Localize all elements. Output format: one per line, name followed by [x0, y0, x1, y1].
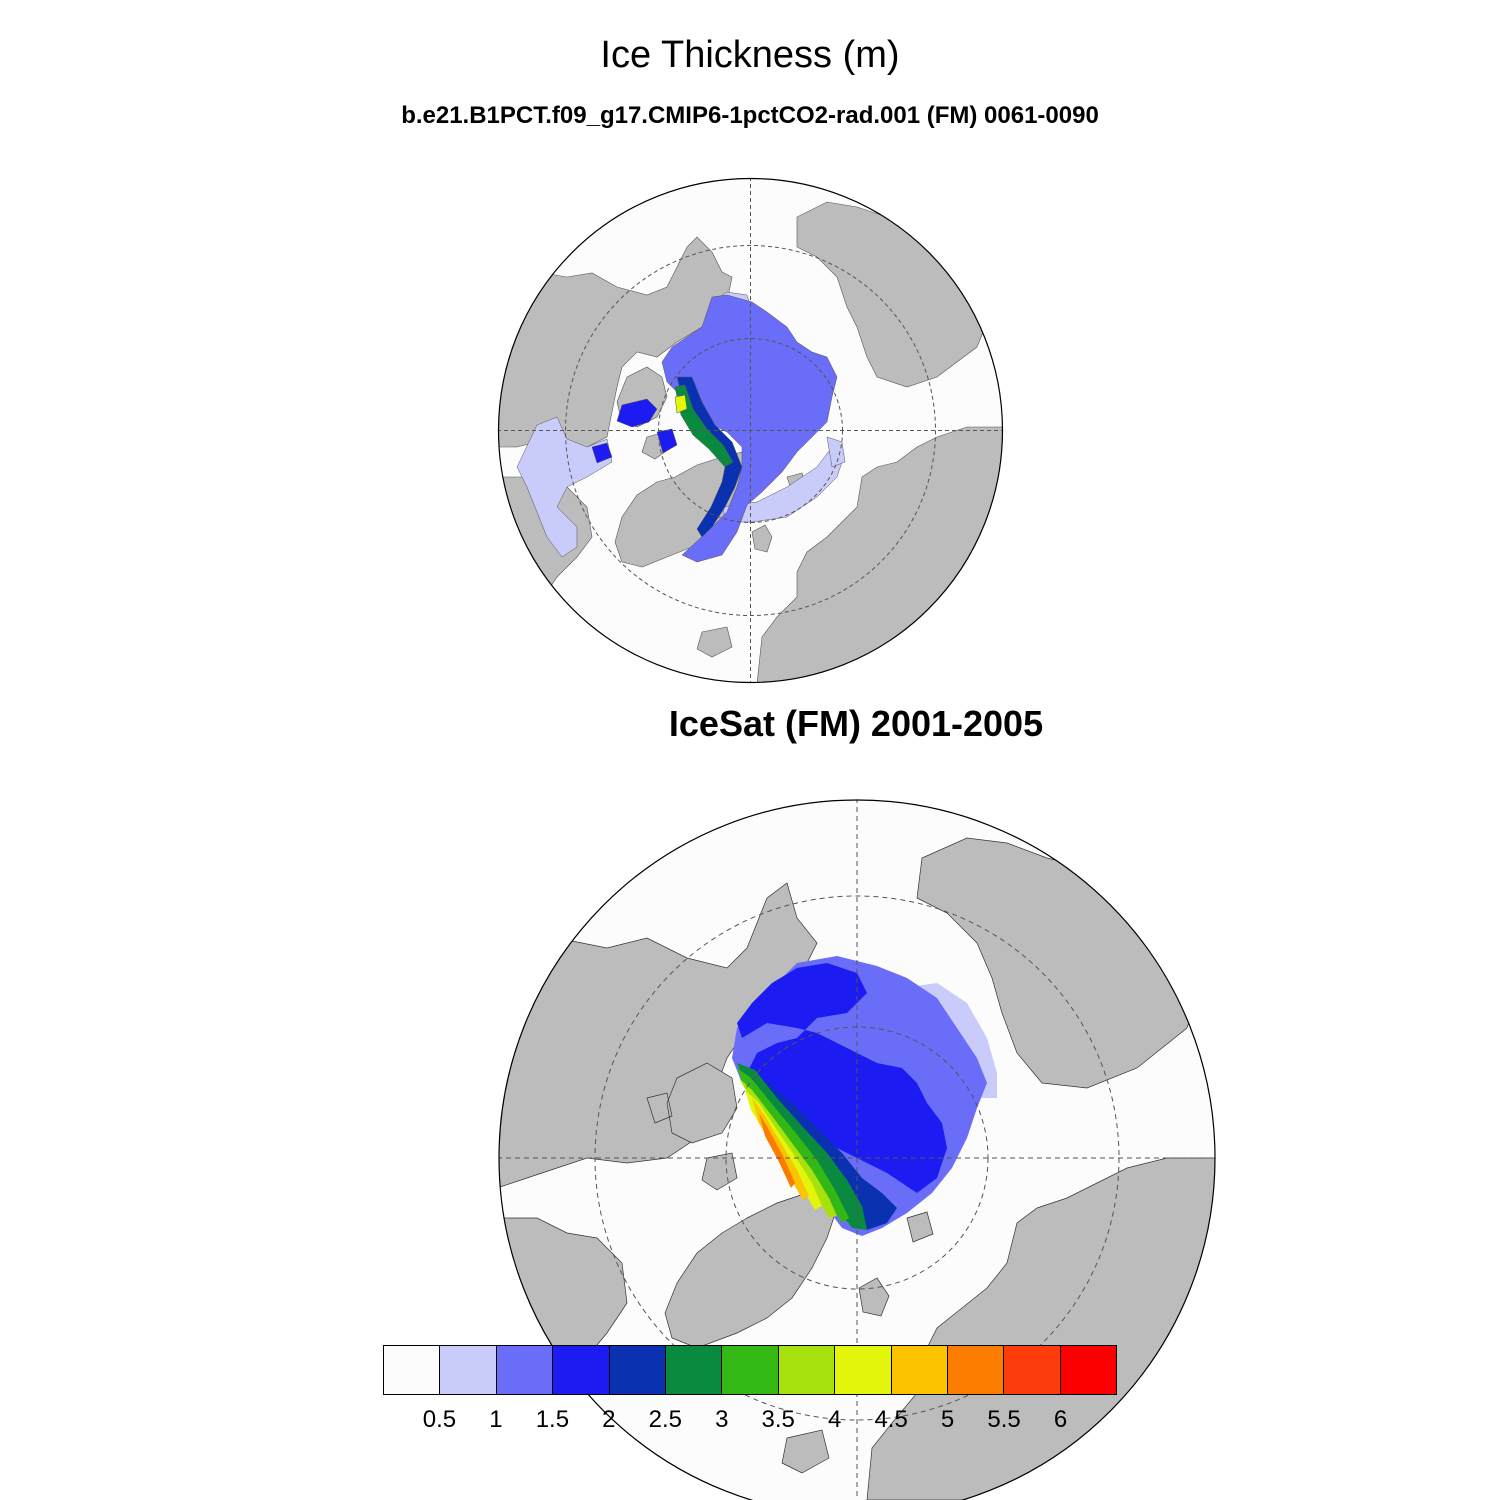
colorbar-box [553, 1346, 610, 1394]
latitude-circle-outer [565, 245, 936, 616]
colorbar [383, 1345, 1117, 1395]
colorbar-box [609, 1346, 666, 1394]
ice-medium-caa [591, 398, 678, 464]
colorbar-box [1004, 1346, 1061, 1394]
map-border [497, 177, 1004, 684]
colorbar-tick-label: 1.5 [535, 1406, 570, 1433]
panel2-title: IceSat (FM) 2001-2005 [668, 703, 1044, 744]
land-svalbard [858, 1211, 934, 1317]
land-iceland [781, 1429, 830, 1474]
colorbar-tick-label: 3.5 [761, 1406, 795, 1433]
colorbar-box [496, 1346, 554, 1394]
colorbar-box [722, 1346, 779, 1394]
colorbar-tick-label: 1 [489, 1406, 503, 1433]
colorbar-tick-label: 3 [715, 1406, 729, 1433]
panel1-title: b.e21.B1PCT.f09_g17.CMIP6-1pctCO2-rad.00… [401, 102, 1099, 129]
colorbar-box [778, 1346, 836, 1394]
latitude-circle-inner [658, 338, 843, 523]
colorbar-tick-label: 5.5 [987, 1406, 1021, 1433]
colorbar-box [384, 1346, 441, 1394]
colorbar-tick-label: 2 [602, 1406, 616, 1433]
colorbar-box [1060, 1346, 1117, 1394]
colorbar-box [665, 1346, 723, 1394]
colorbar-box [947, 1346, 1005, 1394]
panel1-map [497, 177, 1004, 684]
colorbar-tick-label: 0.5 [422, 1406, 457, 1433]
colorbar-box [891, 1346, 948, 1394]
land-iceland [696, 626, 733, 658]
ice-green-band [674, 384, 734, 468]
colorbar-tick-label: 4 [828, 1406, 842, 1433]
map-border [498, 799, 1216, 1500]
figure-title: Ice Thickness (m) [600, 34, 900, 76]
ice-yellow-spot [674, 394, 688, 414]
colorbar-tick-label: 2.5 [648, 1406, 682, 1433]
ice-blue-arctic [737, 963, 947, 1193]
ice-orange-band [752, 1098, 809, 1200]
colorbar-box [440, 1346, 497, 1394]
panel2-map [498, 799, 1216, 1500]
colorbar-box [835, 1346, 892, 1394]
colorbar-tick-label: 5 [940, 1406, 955, 1433]
ice-medium-arctic [661, 294, 838, 563]
ice-dark-orange-band [759, 1113, 795, 1188]
latitude-circle-outer [594, 895, 1120, 1421]
latitude-circle-inner [725, 1026, 989, 1290]
ice-thin-hudson [516, 416, 613, 558]
colorbar-tick-label: 6 [1053, 1406, 1068, 1433]
colorbar-tick-label: 4.5 [874, 1406, 908, 1433]
